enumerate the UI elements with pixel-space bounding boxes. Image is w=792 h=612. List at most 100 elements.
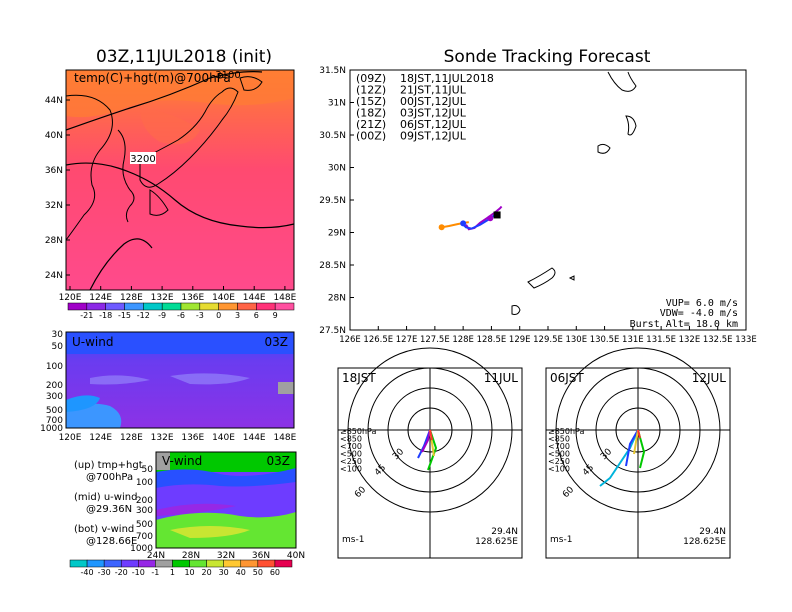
- hodograph-level-label: <250: [340, 457, 362, 466]
- legend-text: 03JST,12JUL: [400, 107, 467, 120]
- track-lat-tick: 29.5N: [319, 196, 346, 206]
- right-title: Sonde Tracking Forecast: [444, 47, 651, 67]
- map-lat-tick: 36N: [45, 166, 63, 176]
- hodograph-trace: [625, 429, 639, 467]
- legend-text: 18JST,11JUL2018: [400, 72, 494, 85]
- track-legend: (09Z) 18JST,11JUL2018 (12Z) 21JST,11JUL (15Z…: [356, 72, 494, 143]
- colorbar-swatch: [161, 302, 182, 311]
- colorbar-swatch: [105, 302, 125, 311]
- hodograph-time: 06JST: [550, 371, 584, 385]
- wind-colorbar-swatch: [138, 559, 156, 568]
- wind-colorbar-swatch: [257, 559, 276, 568]
- wind-colorbar-label: -30: [98, 568, 111, 577]
- hodograph-level-label: <100: [340, 465, 362, 474]
- hodograph-lon: 128.625E: [683, 537, 726, 547]
- uwind-pressure-tick: 500: [46, 406, 63, 416]
- vwind-panel: V-wind 03Z: [155, 451, 297, 549]
- contour-label-3100: 3100: [215, 70, 240, 81]
- hodograph-time: 18JST: [342, 371, 376, 385]
- legend-code: (09Z): [356, 72, 386, 85]
- colorbar-swatch: [180, 302, 201, 311]
- uwind-label: U-wind: [72, 335, 113, 349]
- vwind-pressure-tick: 100: [136, 478, 153, 488]
- colorbar-label: -9: [158, 311, 166, 320]
- colorbar-swatch: [199, 302, 219, 311]
- colorbar-label: -15: [118, 311, 131, 320]
- map-lon-tick: 128E: [120, 293, 143, 303]
- track-lon-tick: 126.5E: [363, 335, 393, 345]
- uwind-pressure-tick: 200: [46, 381, 63, 391]
- vwind-pressure-tick: 300: [136, 506, 153, 516]
- wind-colorbar: -40 -30 -20 -10 -1 1 10 20 30 40 50 60: [69, 559, 293, 577]
- hodograph-level-label: <500: [548, 450, 570, 459]
- uwind-panel: U-wind 03Z: [65, 331, 295, 429]
- wind-colorbar-swatch: [206, 559, 224, 568]
- legend-code: (12Z): [356, 84, 386, 97]
- colorbar-label: 3: [235, 311, 240, 320]
- note-up-2: @700hPa: [86, 472, 133, 483]
- hodograph-level-label: <100: [548, 465, 570, 474]
- vwind-label: V-wind: [162, 454, 202, 468]
- wind-colorbar-swatch: [274, 559, 293, 568]
- note-up-1: (up) tmp+hgt: [74, 460, 143, 471]
- track-lon-tick: 127.5E: [420, 335, 450, 345]
- uwind-lon-tick: 136E: [181, 433, 204, 443]
- track-lon-tick: 129E: [509, 335, 531, 345]
- vwind-pressure-tick: 500: [136, 520, 153, 530]
- wind-colorbar-swatch: [155, 559, 173, 568]
- uwind-pressure-tick: 300: [46, 392, 63, 402]
- colorbar-label: -21: [80, 311, 93, 320]
- vwind-lat-tick: 28N: [182, 551, 200, 561]
- hodograph-level-label: <500: [340, 450, 362, 459]
- colorbar-swatch: [86, 302, 106, 311]
- uwind-lon-tick: 124E: [89, 433, 112, 443]
- colorbar-swatch: [67, 302, 88, 311]
- hodograph-trace: [633, 429, 639, 455]
- uwind-lon-tick: 120E: [59, 433, 82, 443]
- map-panel-label: temp(C)+hgt(m)@700hPa: [74, 71, 231, 85]
- hodograph-unit: ms-1: [342, 535, 364, 545]
- colorbar-label: -3: [196, 311, 204, 320]
- wind-colorbar-swatch: [240, 559, 259, 568]
- wind-colorbar-label: -1: [151, 568, 159, 577]
- vwind-time: 03Z: [267, 454, 291, 468]
- track-lon-tick: 131.5E: [646, 335, 676, 345]
- wind-colorbar-label: -20: [115, 568, 128, 577]
- track-endpoint: [460, 220, 467, 227]
- vwind-pressure-tick: 1000: [130, 544, 153, 554]
- track-axis-ticks: 31.5N31N30.5N30N29.5N29N28.5N28N27.5N126…: [319, 66, 757, 345]
- hodograph-level-label: <850: [340, 435, 362, 444]
- wind-colorbar-label: 10: [184, 568, 194, 577]
- hodograph-trace: [429, 429, 433, 441]
- wind-colorbar-label: 40: [236, 568, 246, 577]
- wind-colorbar-swatch: [189, 559, 207, 568]
- wind-colorbar-label: -40: [81, 568, 94, 577]
- hodograph-trace: [637, 429, 641, 439]
- uwind-lon-ticks: 120E 124E 128E 132E 136E 140E 144E 148E: [59, 433, 297, 443]
- note-bot-2: @128.66E: [86, 536, 137, 547]
- hodograph-unit: ms-1: [550, 535, 572, 545]
- wind-colorbar-label: -10: [132, 568, 145, 577]
- colorbar-label: 0: [216, 311, 221, 320]
- sonde-params: VUP= 6.0 m/s VDW= -4.0 m/s Burst Alt= 18…: [630, 298, 738, 330]
- map-lat-tick: 44N: [45, 96, 63, 106]
- track-lat-tick: 30.5N: [319, 131, 346, 141]
- legend-code: (21Z): [356, 118, 386, 131]
- vwind-lat-tick: 32N: [217, 551, 235, 561]
- vwind-pressure-tick: 50: [142, 465, 154, 475]
- colorbar-swatch: [237, 302, 257, 311]
- wind-colorbar-swatch: [103, 559, 122, 568]
- hodograph-trace: [421, 429, 431, 453]
- map-lon-tick: 132E: [151, 293, 174, 303]
- hodograph-lon: 128.625E: [475, 537, 518, 547]
- colorbar-label: 6: [254, 311, 259, 320]
- track-lon-tick: 128E: [452, 335, 474, 345]
- track-lat-tick: 29N: [328, 229, 346, 239]
- wind-colorbar-swatch: [86, 559, 105, 568]
- map-lon-tick: 148E: [273, 293, 296, 303]
- map-lat-tick: 40N: [45, 131, 63, 141]
- hodograph-right: 06JST 12JUL29.4N128.625Ems-1304560≥850hPa…: [545, 347, 731, 559]
- wind-colorbar-label: 1: [170, 568, 175, 577]
